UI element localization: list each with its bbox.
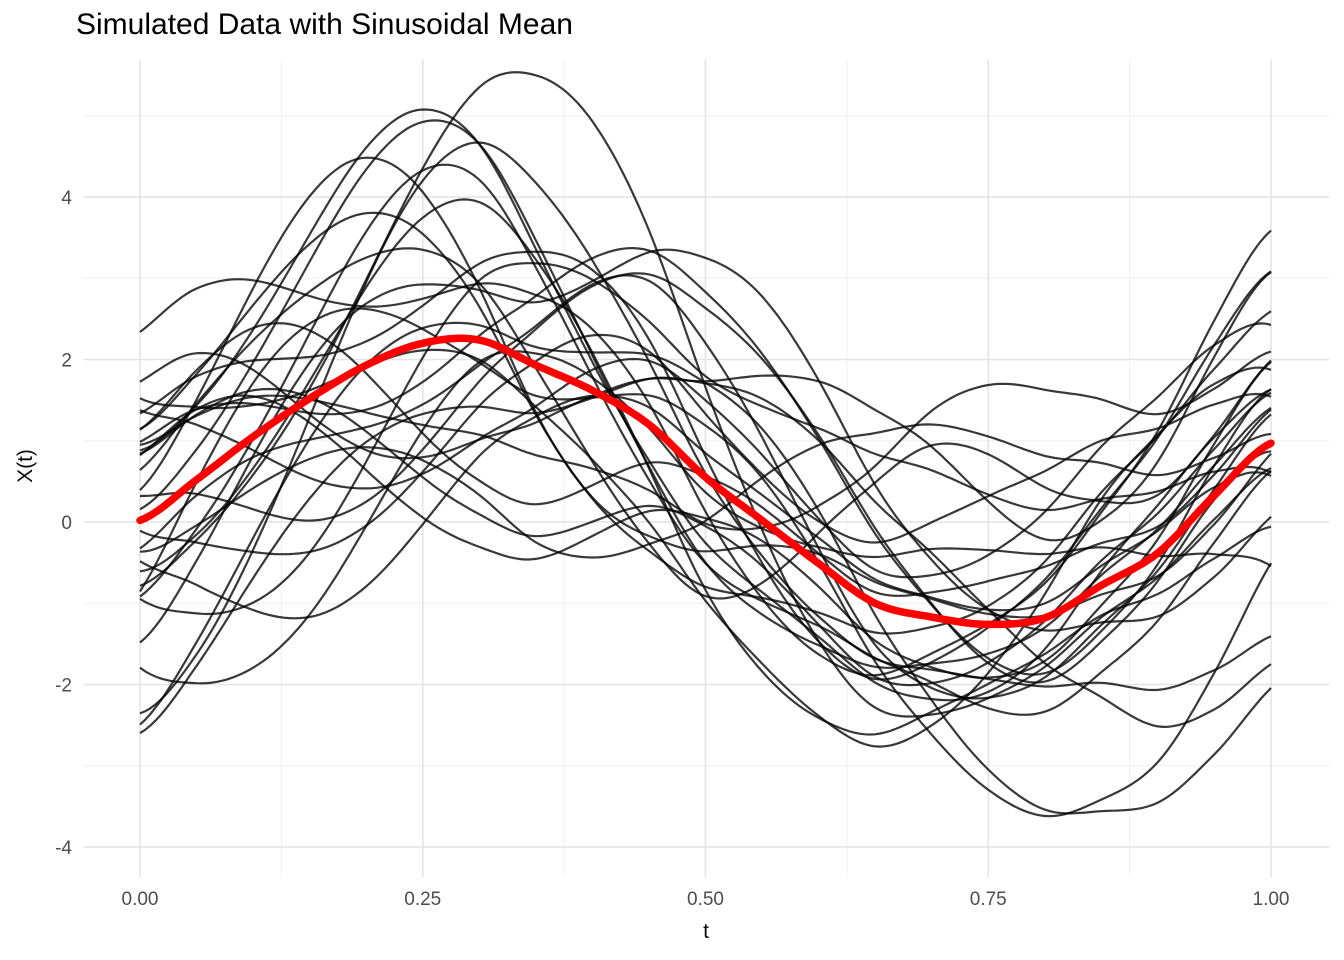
x-tick-label: 1.00 xyxy=(1253,889,1290,910)
sample-curve xyxy=(139,156,1272,619)
x-tick-label: 0.75 xyxy=(970,889,1007,910)
mean-curve-group xyxy=(136,334,1275,629)
x-tick-label: 0.50 xyxy=(687,889,724,910)
sample-curve xyxy=(139,247,1272,600)
sample-curve xyxy=(139,350,1272,531)
sample-curve xyxy=(139,394,1272,620)
sample-curve xyxy=(139,423,1272,559)
sample-curve xyxy=(139,211,1272,635)
sample-curve xyxy=(139,322,1272,579)
y-tick-label: 0 xyxy=(61,513,72,534)
y-tick-label: -2 xyxy=(55,676,72,697)
sample-curve xyxy=(139,333,1272,556)
major-gridlines xyxy=(83,59,1330,878)
mean-curve xyxy=(136,334,1275,629)
y-tick-label: 4 xyxy=(61,188,72,209)
sample-curve xyxy=(139,321,1272,815)
chart-title: Simulated Data with Sinusoidal Mean xyxy=(76,8,573,41)
x-axis-title: t xyxy=(703,920,709,943)
sample-curve xyxy=(139,246,1272,676)
sample-curve xyxy=(139,307,1272,818)
tick-labels: 4 2 0 -2 -4 0.00 0.25 0.50 0.75 1.00 xyxy=(55,188,1289,910)
sample-curve xyxy=(139,229,1272,677)
sample-curve xyxy=(139,262,1272,616)
sample-curve xyxy=(139,272,1272,684)
sample-curve xyxy=(139,250,1272,681)
sample-curve xyxy=(139,350,1272,685)
y-tick-label: -4 xyxy=(55,838,72,859)
y-tick-label: 2 xyxy=(61,351,72,372)
sample-curves-group xyxy=(139,71,1272,818)
y-axis-title: X(t) xyxy=(14,449,37,483)
minor-gridlines xyxy=(83,59,1330,878)
sample-curve xyxy=(139,360,1272,679)
x-tick-label: 0.25 xyxy=(404,889,441,910)
sample-curve xyxy=(139,163,1272,716)
x-tick-label: 0.00 xyxy=(122,889,159,910)
